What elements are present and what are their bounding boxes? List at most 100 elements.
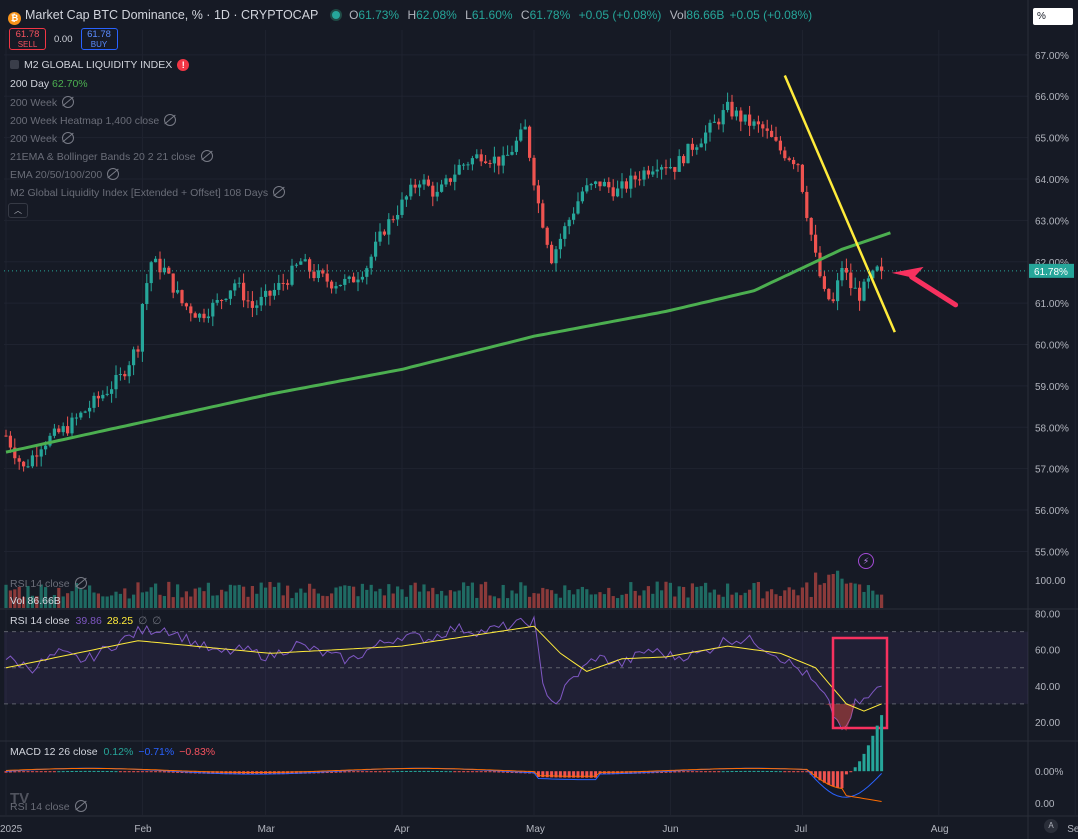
volume-bar [765, 591, 769, 608]
legend-m2[interactable]: M2 GLOBAL LIQUIDITY INDEX! [10, 59, 190, 71]
volume-bar [272, 586, 276, 608]
rsi-oversold-fill [815, 703, 856, 731]
legend-rsi-hidden[interactable]: RSI 14 close [10, 577, 87, 590]
volume-bar [818, 584, 822, 608]
volume-bar [61, 596, 65, 608]
hidden-eye-icon[interactable] [74, 577, 87, 589]
macd-legend[interactable]: MACD 12 26 close 0.12% −0.71% −0.83% [10, 746, 215, 758]
macd-bar [506, 771, 510, 773]
price-scale-mode-box[interactable]: % [1033, 8, 1073, 25]
symbol-title[interactable]: Market Cap BTC Dominance, % · 1D · CRYPT… [25, 8, 319, 22]
rsi-legend[interactable]: RSI 14 close 39.86 28.25 ∅ ∅ [10, 615, 161, 627]
buy-button[interactable]: 61.78 BUY [80, 28, 118, 50]
price-tick-label: 66.00% [1035, 92, 1069, 103]
flash-icon[interactable]: ⚡ [858, 553, 874, 569]
candle-body [734, 110, 738, 117]
candle-body [250, 301, 254, 308]
candle-body [840, 267, 844, 281]
legend-rsi-ghost[interactable]: RSI 14 close [10, 800, 87, 813]
macd-bar [30, 771, 34, 773]
legend-volume[interactable]: Vol 86.66B [10, 595, 61, 607]
volume-bar [871, 590, 875, 608]
price-tick-label: 58.00% [1035, 423, 1069, 434]
candle-body [466, 164, 470, 166]
legend-item[interactable]: 200 Week [10, 132, 75, 145]
candle-body [321, 270, 325, 274]
candle-body [726, 101, 730, 111]
sell-button[interactable]: 61.78 SELL [9, 28, 46, 50]
volume-bar [140, 592, 144, 608]
volume-bar [374, 591, 378, 608]
candle-body [585, 185, 589, 192]
volume-bar [268, 581, 272, 608]
volume-bar [862, 591, 866, 608]
volume-bar [145, 591, 149, 608]
macd-bar [211, 771, 215, 774]
volume-bar [352, 586, 356, 608]
legend-item[interactable]: EMA 20/50/100/200 [10, 168, 120, 181]
candle-body [70, 417, 74, 434]
candle-body [699, 143, 703, 148]
change-value: +0.05 (+0.08%) [578, 8, 662, 22]
hidden-eye-icon[interactable] [62, 96, 75, 108]
macd-bar [382, 771, 386, 773]
macd-bar [286, 771, 290, 775]
volume-bar [136, 582, 140, 608]
candle-body [576, 201, 580, 214]
volume-bar [26, 585, 30, 608]
macd-bar [484, 771, 488, 773]
volume-bar [233, 585, 237, 608]
warning-icon[interactable]: ! [177, 59, 190, 71]
candle-body [189, 306, 193, 314]
macd-bar [844, 771, 848, 775]
rsi-tick-label: 80.00 [1035, 610, 1060, 621]
collapse-legend-button[interactable]: ︿ [8, 203, 28, 218]
legend-item[interactable]: 200 Week Heatmap 1,400 close [10, 114, 177, 127]
macd-bar [756, 770, 760, 772]
macd-bar [123, 771, 127, 773]
hidden-eye-icon[interactable] [164, 114, 177, 126]
legend-item[interactable]: 200 Week [10, 96, 75, 109]
hidden-eye-icon[interactable] [273, 186, 286, 198]
candle-body [413, 184, 417, 188]
volume-bar [506, 598, 510, 608]
macd-bar [400, 771, 404, 773]
legend-item[interactable]: 21EMA & Bollinger Bands 20 2 21 close [10, 150, 213, 163]
tradingview-logo-icon: TV [10, 790, 30, 807]
candle-body [470, 158, 474, 165]
legend-item[interactable]: M2 Global Liquidity Index [Extended + Of… [10, 186, 286, 199]
candle-body [338, 284, 342, 287]
volume-bar [536, 593, 540, 608]
volume-change: +0.05 (+0.08%) [729, 8, 813, 22]
volume-bar [475, 597, 479, 608]
hidden-eye-icon[interactable] [74, 800, 87, 812]
macd-bar [453, 771, 457, 773]
candle-body [541, 203, 545, 228]
ma200-line [5, 231, 891, 454]
hidden-eye-icon[interactable] [200, 150, 213, 162]
candle-body [497, 156, 501, 166]
candle-body [79, 412, 83, 418]
volume-bar [224, 591, 228, 608]
volume-bar [875, 594, 879, 608]
candle-body [431, 185, 435, 197]
candle-body [255, 305, 259, 308]
market-status-icon [331, 11, 340, 19]
candle-body [149, 262, 153, 284]
hidden-eye-icon[interactable] [62, 132, 75, 144]
volume-bar [787, 587, 791, 608]
volume-bar [796, 595, 800, 608]
volume-bar [620, 594, 624, 608]
candle-body [660, 167, 664, 170]
volume-bar [83, 589, 87, 608]
macd-bar [721, 771, 725, 773]
hidden-eye-icon[interactable] [107, 168, 120, 180]
legend-ma200[interactable]: 200 Day 62.70% [10, 78, 88, 90]
candle-body [387, 219, 391, 235]
volume-bar [444, 595, 448, 608]
auto-scale-button[interactable]: A [1044, 819, 1058, 833]
candle-body [426, 179, 430, 186]
candle-body [682, 156, 686, 164]
legend-rsi-hidden-label: RSI 14 close [10, 578, 70, 590]
